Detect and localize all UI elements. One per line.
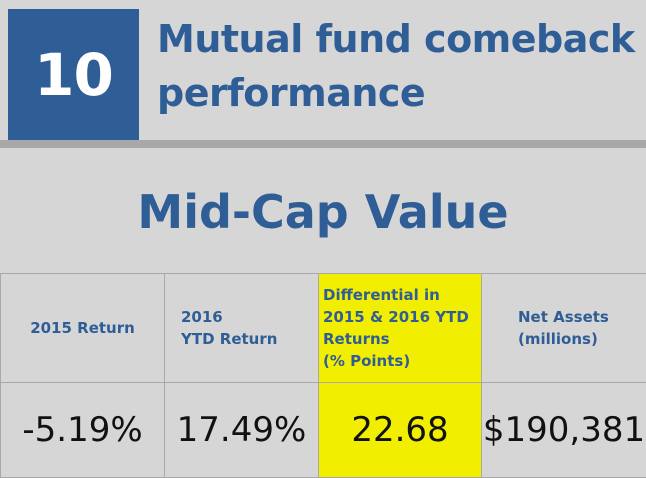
table-header-row: 2015 Return 2016 YTD Return Differential… xyxy=(1,274,646,383)
value-2016-ytd-return: 17.49% xyxy=(165,383,319,478)
rank-number: 10 xyxy=(34,41,113,109)
header-2016-ytd-return: 2016 YTD Return xyxy=(165,274,319,383)
page-title: Mutual fund comeback performance xyxy=(157,12,643,120)
category-title: Mid-Cap Value xyxy=(0,182,646,242)
value-net-assets: $190,381 xyxy=(482,383,646,478)
header: 10 Mutual fund comeback performance xyxy=(0,0,646,148)
header-2015-return: 2015 Return xyxy=(1,274,165,383)
value-2015-return: -5.19% xyxy=(1,383,165,478)
rank-badge: 10 xyxy=(8,9,139,140)
header-net-assets: Net Assets (millions) xyxy=(482,274,646,383)
header-divider xyxy=(0,140,646,148)
table-row: -5.19% 17.49% 22.68 $190,381 xyxy=(1,383,646,478)
returns-table: 2015 Return 2016 YTD Return Differential… xyxy=(0,273,646,478)
value-differential: 22.68 xyxy=(319,383,482,478)
header-differential: Differential in 2015 & 2016 YTD Returns … xyxy=(319,274,482,383)
